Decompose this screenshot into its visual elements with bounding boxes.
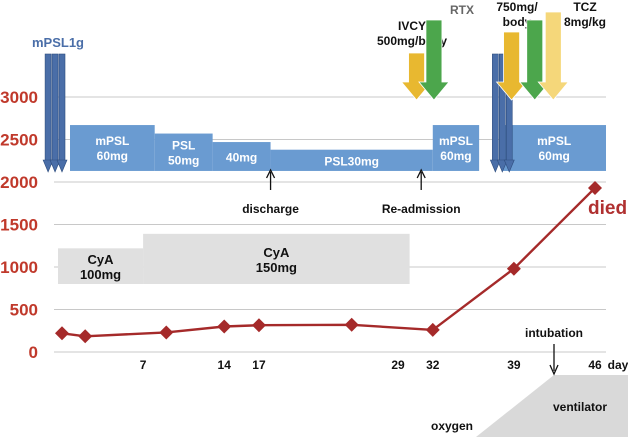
data-point	[425, 322, 440, 337]
steroid-label-line: PSL30mg	[324, 154, 379, 168]
drug-arrow-label-line: TCZ	[573, 0, 596, 14]
data-point	[55, 326, 69, 341]
steroid-bar	[212, 142, 271, 171]
drug-arrow-label-line: IVCY	[398, 19, 426, 33]
steroid-label-line: mPSL	[439, 134, 473, 148]
event-markers: discharge Re-admission	[242, 168, 461, 216]
steroid-label-line: 60mg	[97, 149, 128, 163]
data-point	[506, 261, 521, 276]
intubation-label: intubation	[525, 326, 583, 340]
intubation-arrow-head	[549, 364, 559, 376]
steroid-label-line: 50mg	[168, 153, 199, 167]
event-arrow-head	[265, 168, 276, 179]
steroid-bar	[70, 125, 155, 171]
drug-arrow-label-line: 750mg/	[496, 0, 538, 14]
drug-arrow	[495, 31, 528, 101]
x-axis-unit: day	[608, 358, 628, 372]
x-tick-label: 32	[426, 358, 440, 372]
steroid-label: 40mg	[226, 151, 257, 165]
event-arrow-head	[416, 168, 426, 179]
mpsl-pulse-arrowhead	[489, 159, 501, 173]
y-tick-label: 1500	[0, 216, 38, 235]
data-point	[344, 317, 359, 332]
steroid-label-line: 60mg	[538, 149, 569, 163]
drug-arrow	[518, 19, 551, 101]
cya-label-line: 150mg	[256, 260, 297, 275]
steroid-label: mPSL 60mg	[537, 134, 571, 163]
ventilator-label: ventilator	[553, 400, 607, 414]
drug-arrow-label: TCZ 8mg/kg	[564, 0, 606, 29]
x-tick-label: 17	[252, 358, 266, 372]
y-tick-label: 2000	[0, 173, 38, 192]
steroid-label: mPSL 60mg	[439, 134, 473, 163]
respiratory-support: ventilator oxygen intubation	[431, 326, 628, 437]
drug-arrow-label: RTX	[450, 3, 474, 17]
drug-arrow-label-line: 8mg/kg	[564, 15, 606, 29]
mpsl-pulse-arrowhead	[49, 159, 61, 173]
cya-bar	[143, 233, 410, 284]
cya-label: CyA 100mg	[80, 252, 121, 282]
steroid-bar	[154, 133, 213, 171]
oxygen-label: oxygen	[431, 419, 473, 433]
data-point	[217, 319, 232, 334]
axis-labels: 0 500 1000 1500 2000 2500 3000 7 14 17 29 32 39 46 day	[0, 88, 628, 372]
x-tick-label: 29	[391, 358, 405, 372]
cya-bar	[58, 248, 144, 284]
drug-arrow-label-line: body	[503, 15, 532, 29]
y-tick-label: 2500	[0, 131, 38, 150]
y-tick-label: 1000	[0, 258, 38, 277]
mpsl-pulse-arrow	[44, 53, 52, 163]
mpsl-pulse-arrowhead	[56, 159, 68, 173]
mpsl-pulse-arrowhead	[503, 159, 515, 173]
steroid-bar	[432, 125, 480, 171]
mpsl-pulse-arrow	[51, 53, 59, 163]
steroid-label-line: 40mg	[226, 151, 257, 165]
y-tick-label: 3000	[0, 88, 38, 107]
mpsl-pulse-arrow	[58, 53, 66, 163]
x-tick-label: 7	[140, 358, 147, 372]
event-label: discharge	[242, 202, 299, 216]
y-tick-label: 0	[29, 343, 38, 362]
mpsl-pulse-arrowhead	[42, 159, 54, 173]
cya-label: CyA 150mg	[256, 245, 297, 275]
steroid-bar	[502, 125, 606, 171]
x-tick-label: 46	[588, 358, 602, 372]
data-point	[588, 180, 602, 195]
steroid-label-line: mPSL	[537, 134, 571, 148]
mpsl-pulse-arrow	[492, 53, 499, 163]
drug-arrow-label-line: RTX	[450, 3, 474, 17]
mpsl-pulse-arrowhead	[496, 159, 508, 173]
cya-label-line: CyA	[88, 252, 115, 267]
event-label: Re-admission	[382, 202, 461, 216]
steroid-label-line: PSL	[172, 138, 195, 152]
steroid-label: PSL30mg	[324, 154, 379, 168]
steroid-label: PSL 50mg	[168, 138, 199, 167]
steroid-label-line: 60mg	[440, 149, 471, 163]
steroid-bar	[270, 149, 433, 171]
cya-label-line: 100mg	[80, 267, 121, 282]
x-tick-label: 39	[507, 358, 521, 372]
y-tick-label: 500	[10, 301, 38, 320]
cya-label-line: CyA	[263, 245, 290, 260]
ventilator-wedge	[476, 375, 628, 437]
series-line: died	[55, 180, 627, 344]
drug-arrow-label: 750mg/body	[496, 0, 538, 29]
data-point	[251, 318, 266, 333]
data-point	[78, 329, 93, 344]
mpsl-pulse-label: mPSL1g	[32, 35, 84, 50]
data-point	[159, 325, 174, 340]
drug-arrow	[418, 19, 450, 101]
steroid-label: mPSL 60mg	[95, 134, 129, 163]
steroid-label-line: mPSL	[95, 134, 129, 148]
outcome-label: died	[588, 198, 627, 219]
drug-arrow	[537, 11, 570, 101]
x-tick-label: 14	[218, 358, 232, 372]
